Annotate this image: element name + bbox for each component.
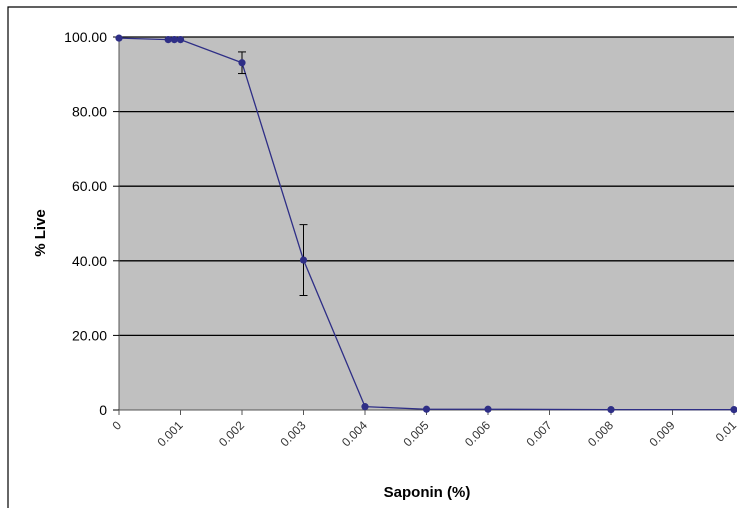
data-point <box>422 405 431 413</box>
data-point <box>170 36 178 44</box>
x-tick-label: 0.008 <box>585 418 616 449</box>
x-tick-label: 0.01 <box>713 418 737 445</box>
data-point <box>484 405 492 413</box>
y-tick-label: 40.00 <box>72 253 107 269</box>
y-tick-label: 0 <box>99 402 107 418</box>
data-point <box>115 34 123 42</box>
x-tick-label: 0.007 <box>523 418 554 449</box>
y-tick-label: 80.00 <box>72 104 107 120</box>
data-point <box>607 406 615 414</box>
data-point <box>361 403 369 411</box>
data-point <box>299 256 308 264</box>
data-point <box>164 36 172 44</box>
x-tick-label: 0.002 <box>216 418 247 449</box>
data-point <box>238 59 246 67</box>
x-axis-title: Saponin (%) <box>384 484 471 501</box>
data-point <box>176 36 185 44</box>
x-tick-label: 0.009 <box>646 418 677 449</box>
chart-border <box>7 6 737 508</box>
x-tick-label: 0.006 <box>462 418 493 449</box>
x-tick-label: 0.003 <box>277 418 308 449</box>
x-tick-label: 0.004 <box>339 418 370 449</box>
y-tick-label: 20.00 <box>72 327 107 343</box>
data-point <box>730 406 737 414</box>
x-tick-label: 0.001 <box>154 418 185 449</box>
x-tick-label: 0.005 <box>400 418 431 449</box>
plot-area <box>119 37 734 410</box>
y-axis-title: % Live <box>32 209 49 257</box>
y-tick-label: 100.00 <box>64 29 107 45</box>
y-tick-label: 60.00 <box>72 178 107 194</box>
x-tick-label: 0 <box>109 418 124 433</box>
